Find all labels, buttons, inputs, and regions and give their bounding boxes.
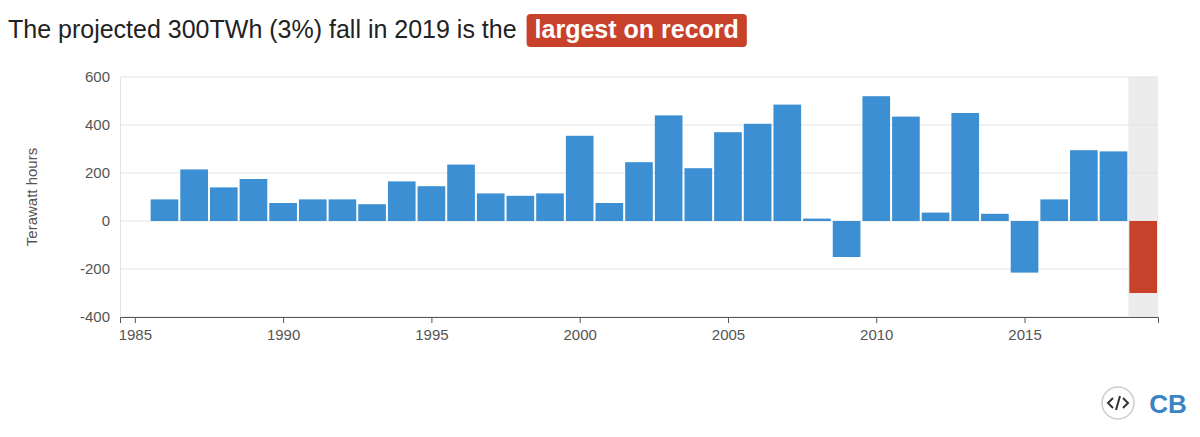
bar <box>299 199 327 221</box>
bar <box>892 117 920 221</box>
y-tick-label: 600 <box>85 68 110 85</box>
bar <box>418 186 446 221</box>
bar <box>507 196 535 221</box>
y-tick: 0 <box>102 212 120 229</box>
bar <box>536 193 564 221</box>
y-tick-label: -400 <box>80 308 110 325</box>
x-tick-mark <box>431 317 432 323</box>
x-tick-label: 2010 <box>860 326 893 343</box>
bar <box>625 162 653 221</box>
y-axis: -400 -200 0 200 400 600 <box>80 68 121 325</box>
bar <box>744 124 772 221</box>
x-tick-mark <box>135 317 136 323</box>
x-axis: 1985 1990 1995 2000 2005 2010 2015 <box>119 317 1159 343</box>
y-tick-label: -200 <box>80 260 110 277</box>
grid-line <box>120 77 1158 78</box>
x-tick: 1995 <box>415 317 448 343</box>
title: The projected 300TWh (3%) fall in 2019 i… <box>8 15 517 43</box>
grid-line <box>120 269 1158 270</box>
embed-icon[interactable] <box>1102 387 1134 419</box>
bar <box>388 181 416 221</box>
y-tick: -400 <box>80 308 120 325</box>
bar <box>951 113 979 221</box>
plot: -400 -200 0 200 400 600 1985 1990 1995 2000 2005 20… <box>80 68 1159 342</box>
y-tick: -200 <box>80 260 120 277</box>
x-tick: 1990 <box>267 317 300 343</box>
x-tick: 1985 <box>119 317 152 343</box>
x-tick-mark <box>728 317 729 323</box>
x-tick-label: 2000 <box>563 326 596 343</box>
x-tick-label: 1985 <box>119 326 152 343</box>
bars <box>151 96 1157 293</box>
x-tick: 2005 <box>712 317 745 343</box>
bar <box>981 214 1009 221</box>
bar <box>1040 199 1068 221</box>
bar <box>477 193 505 221</box>
y-tick-label: 0 <box>102 212 110 229</box>
bar <box>358 204 386 221</box>
x-tick-mark <box>580 317 581 323</box>
bar <box>240 179 268 221</box>
y-tick-label: 400 <box>85 116 110 133</box>
embed-icon-circle[interactable] <box>1102 387 1134 419</box>
x-tick: 2010 <box>860 317 893 343</box>
x-tick-mark <box>1025 317 1026 323</box>
bar <box>862 96 890 221</box>
bar <box>1011 221 1039 273</box>
y-tick: 400 <box>85 116 120 133</box>
bar <box>655 115 683 221</box>
grid <box>120 77 1158 317</box>
y-axis-line <box>120 78 121 318</box>
bar <box>1100 151 1128 221</box>
projection-band <box>1128 77 1158 317</box>
bar <box>833 221 861 257</box>
x-tick: 2015 <box>1008 317 1041 343</box>
bar <box>180 169 208 221</box>
bar <box>269 203 297 221</box>
bar <box>773 105 801 221</box>
bar <box>210 187 238 221</box>
x-tick: 2000 <box>563 317 596 343</box>
logo: CB <box>1149 389 1187 419</box>
y-tick-label: 200 <box>85 164 110 181</box>
bar <box>151 199 179 221</box>
bar <box>684 168 712 221</box>
y-tick: 600 <box>85 68 120 85</box>
grid-line <box>120 125 1158 126</box>
bar <box>1070 150 1098 221</box>
bar <box>566 136 594 221</box>
title-highlight-box <box>527 14 747 47</box>
title-highlight: largest on record <box>535 15 739 43</box>
x-tick-mark <box>283 317 284 323</box>
bar <box>922 213 950 221</box>
bar <box>714 132 742 221</box>
y-tick: 200 <box>85 164 120 181</box>
bar <box>1129 221 1157 293</box>
x-tick-label: 2005 <box>712 326 745 343</box>
x-tick-label: 2015 <box>1008 326 1041 343</box>
bar <box>803 219 831 221</box>
x-tick-label: 1990 <box>267 326 300 343</box>
chart: The projected 300TWh (3%) fall in 2019 i… <box>0 0 1200 437</box>
title-highlight-group: largest on record <box>527 14 747 47</box>
embed-icon-glyph[interactable] <box>1108 396 1128 410</box>
x-tick-mark <box>876 317 877 323</box>
x-tick-label: 1995 <box>415 326 448 343</box>
bar <box>447 165 475 221</box>
x-axis-line <box>121 318 1159 324</box>
y-axis-title: Terawatt hours <box>23 148 40 246</box>
bar <box>329 199 357 221</box>
bar <box>596 203 624 221</box>
